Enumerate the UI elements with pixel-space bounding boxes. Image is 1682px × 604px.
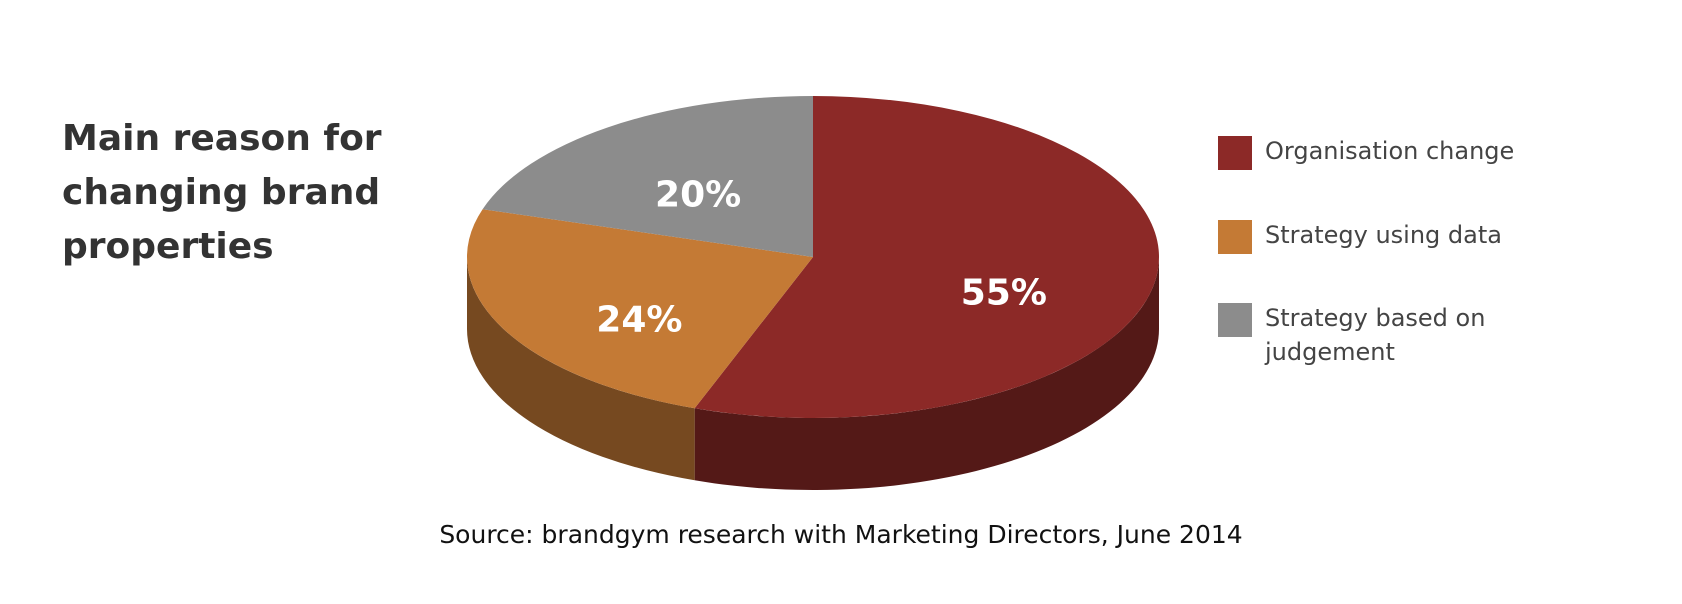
legend-swatch (1218, 136, 1252, 170)
pie-side (694, 257, 1159, 490)
data-label: 24% (596, 299, 682, 340)
source-note: Source: brandgym research with Marketing… (439, 520, 1243, 549)
legend-label: Organisation change (1265, 137, 1515, 165)
pie-slice (482, 95, 813, 258)
data-label: 55% (961, 272, 1047, 313)
legend-swatch (1218, 303, 1252, 337)
data-label: 20% (655, 175, 741, 216)
pie-side (467, 257, 695, 481)
legend-label: Strategy using data (1265, 221, 1502, 249)
legend-swatch (1218, 220, 1252, 254)
pie-slice (466, 209, 813, 409)
pie-slice (694, 96, 1159, 418)
chart-title: Main reason for changing brand propertie… (62, 118, 382, 267)
legend-label: Strategy based on judgement (1265, 304, 1486, 366)
